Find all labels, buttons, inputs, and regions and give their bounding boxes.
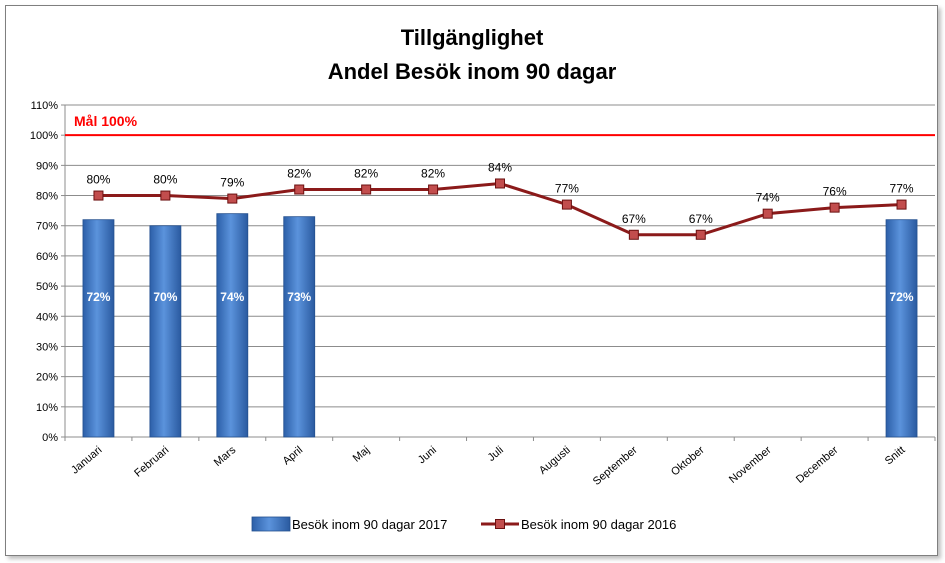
y-tick-label: 70% [36, 221, 58, 233]
line-marker [829, 202, 840, 213]
x-tick-label: September [591, 444, 640, 488]
y-tick-label: 20% [36, 372, 58, 384]
line-marker [361, 184, 372, 195]
line-value-label: 82% [421, 167, 445, 181]
bar-value-label: 72% [890, 290, 914, 304]
line-value-label: 76% [823, 185, 847, 199]
bar [885, 219, 918, 438]
line-value-label: 82% [287, 167, 311, 181]
line-value-label: 74% [756, 191, 780, 205]
legend-label: Besök inom 90 dagar 2017 [292, 517, 447, 532]
line-marker [762, 208, 773, 219]
chart-subtitle: Andel Besök inom 90 dagar [328, 59, 617, 84]
line-marker [227, 193, 238, 204]
line-value-label: 67% [689, 212, 713, 226]
x-tick-label: Juni [416, 444, 439, 466]
line-marker [695, 229, 706, 240]
x-tick-label: Januari [69, 444, 104, 476]
line-marker [495, 178, 505, 189]
x-tick-label: Snitt [883, 444, 908, 467]
chart-frame: Tillgänglighet Andel Besök inom 90 dagar… [5, 5, 938, 556]
line-value-label: 80% [153, 173, 177, 187]
y-tick-label: 110% [31, 100, 59, 112]
bar-value-label: 70% [153, 290, 177, 304]
bar-value-label: 74% [220, 290, 244, 304]
line-value-label: 67% [622, 212, 646, 226]
legend-bar-swatch [251, 516, 291, 532]
legend: Besök inom 90 dagar 2017 Besök inom 90 da… [251, 516, 676, 532]
line-marker [294, 184, 305, 195]
line-value-label: 79% [220, 176, 244, 190]
bar [149, 225, 182, 438]
legend-marker [495, 519, 505, 529]
chart-svg: Tillgänglighet Andel Besök inom 90 dagar… [30, 25, 936, 532]
x-tick-label: Februari [132, 444, 171, 480]
x-tick-label: Augusti [537, 444, 573, 477]
y-tick-label: 10% [36, 402, 58, 414]
line-marker [93, 190, 104, 201]
y-tick-label: 50% [36, 281, 58, 293]
bar-value-label: 73% [287, 290, 311, 304]
y-tick-label: 0% [42, 432, 58, 444]
x-tick-label: Maj [351, 444, 372, 465]
line-marker [428, 184, 439, 195]
line-marker [160, 190, 171, 201]
line-value-label: 84% [488, 160, 512, 174]
bar-value-label: 72% [86, 290, 110, 304]
x-tick-label: Juli [486, 444, 506, 464]
bar [216, 213, 249, 438]
plot-area: 0% 10% 20% 30% 40% 50% 60% 70% 80% 90% 100% 110% Mål… [30, 100, 936, 532]
legend-label: Besök inom 90 dagar 2016 [521, 517, 676, 532]
bar [82, 219, 115, 438]
line-value-label: 82% [354, 167, 378, 181]
y-tick-label: 40% [36, 311, 58, 323]
x-tick-label: December [794, 444, 841, 486]
x-tick-label: November [727, 444, 774, 486]
chart-title: Tillgänglighet [401, 25, 544, 50]
x-tick-label: April [281, 444, 306, 467]
y-tick-label: 80% [36, 191, 58, 203]
y-tick-label: 90% [36, 160, 58, 172]
y-tick-label: 30% [36, 341, 58, 353]
line-marker [896, 199, 907, 210]
line-value-label: 80% [86, 173, 110, 187]
line-value-label: 77% [890, 182, 914, 196]
line-marker [561, 199, 572, 210]
x-tick-label: Oktober [669, 444, 707, 479]
line-marker [628, 229, 639, 240]
line-value-label: 77% [555, 182, 579, 196]
y-tick-label: 100% [30, 130, 58, 142]
goal-label: Mål 100% [74, 113, 138, 129]
bar [283, 216, 316, 438]
x-tick-label: Mars [212, 444, 239, 469]
y-tick-label: 60% [36, 251, 58, 263]
